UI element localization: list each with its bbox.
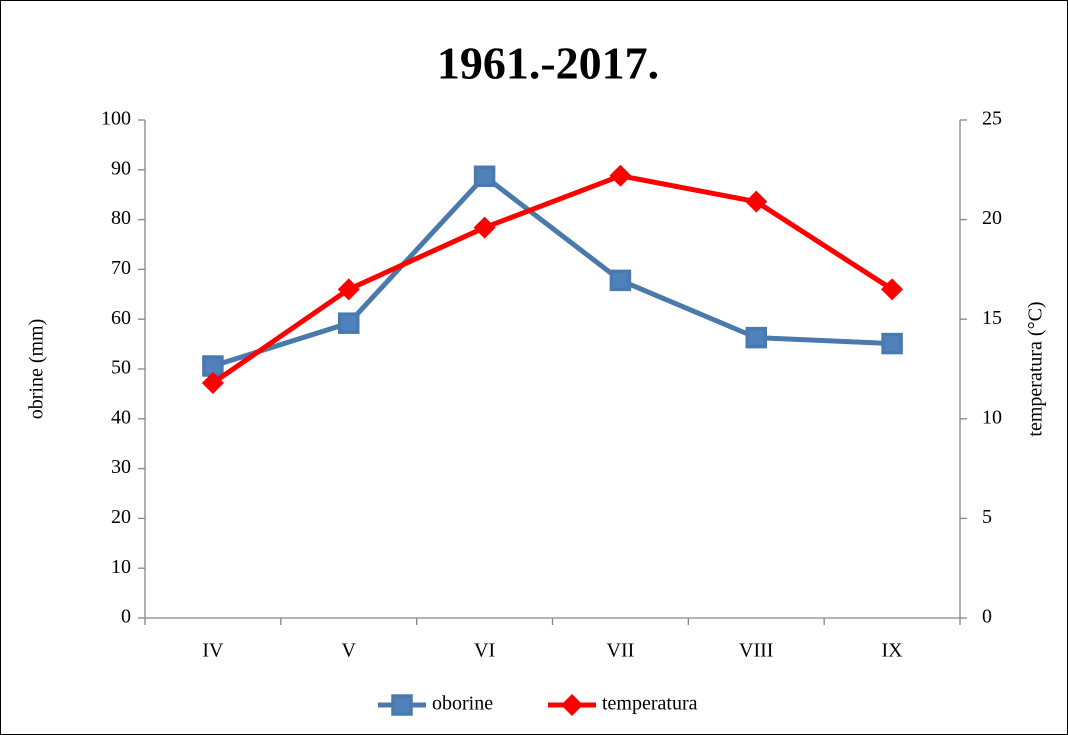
y-tick-label: 40	[111, 406, 131, 428]
y2-tick-label: 10	[982, 406, 1002, 428]
y-tick-label: 10	[111, 556, 131, 578]
y-tick-label: 0	[121, 606, 131, 628]
y-axis-label: obrine (mm)	[26, 319, 48, 420]
data-point	[609, 164, 632, 187]
data-point	[609, 269, 632, 292]
data-point	[881, 278, 904, 301]
data-point	[337, 278, 360, 301]
series-line	[211, 173, 894, 386]
y-tick-label: 60	[111, 307, 131, 329]
series-line	[212, 173, 893, 369]
y2-tick-label: 25	[982, 108, 1002, 130]
legend-label: temperatura	[602, 693, 698, 715]
x-tick-label: VI	[474, 640, 495, 662]
legend-marker	[561, 694, 583, 716]
data-point	[473, 216, 496, 239]
y-tick-label: 20	[111, 506, 131, 528]
x-tick-label: VIII	[739, 640, 773, 662]
x-tick-label: IX	[882, 640, 904, 662]
y-tick-label: 70	[111, 257, 131, 279]
y-tick-label: 30	[111, 456, 131, 478]
chart-title: 1961.-2017.	[437, 38, 659, 89]
data-point	[473, 165, 496, 188]
y2-axis-label: temperatura (°C)	[1025, 301, 1047, 436]
data-point	[338, 312, 360, 334]
y2-tick-label: 0	[982, 606, 992, 628]
y2-tick-label: 20	[982, 207, 1002, 229]
y-tick-label: 50	[111, 357, 131, 379]
data-point	[881, 332, 903, 355]
y2-tick-label: 15	[982, 307, 1002, 329]
data-point	[201, 371, 224, 394]
legend-label: oborine	[432, 693, 493, 715]
y2-tick-label: 5	[982, 506, 992, 528]
y-tick-label: 90	[111, 157, 131, 179]
y-tick-label: 100	[101, 108, 131, 130]
x-tick-label: V	[342, 640, 357, 662]
x-tick-label: VII	[607, 640, 635, 662]
x-tick-label: IV	[202, 640, 224, 662]
y-tick-label: 80	[111, 207, 131, 229]
legend-marker	[391, 694, 413, 716]
data-point	[745, 326, 767, 349]
data-point	[745, 190, 768, 213]
